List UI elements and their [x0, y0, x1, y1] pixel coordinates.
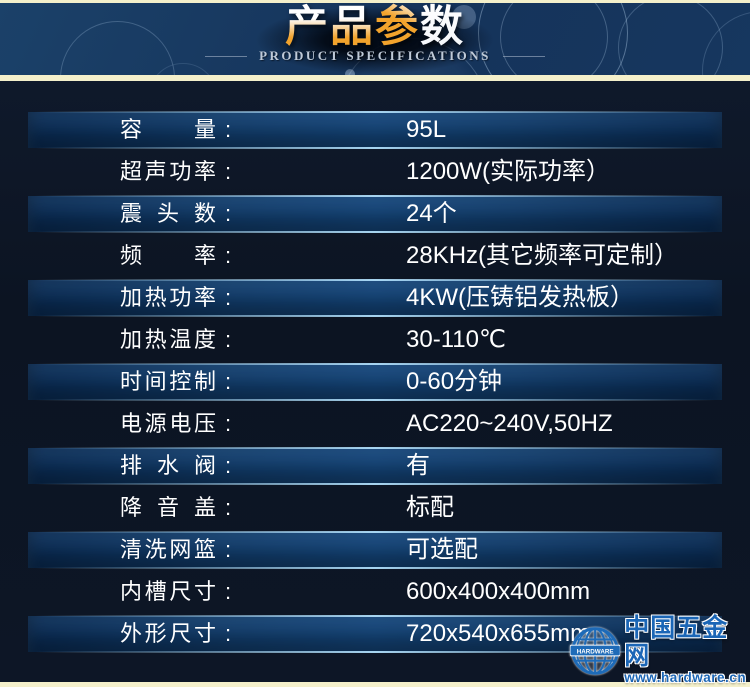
spec-label-separator: : [225, 201, 232, 226]
spec-label: 电源电压 [120, 411, 216, 436]
spec-label: 排水阀 [120, 453, 216, 478]
spec-label: 容量 [120, 117, 216, 142]
globe-banner-label: HARDWARE [577, 648, 614, 655]
spec-row: 加热功率 : 4KW(压铸铝发热板） [28, 277, 722, 319]
spec-row: 超声功率 : 1200W(实际功率） [28, 151, 722, 193]
bottom-border [0, 682, 750, 687]
title-char: 产 [285, 3, 330, 51]
spec-value: 标配 [406, 493, 454, 521]
spec-label-separator: : [225, 621, 232, 646]
spec-label: 内槽尺寸 [120, 579, 216, 604]
site-watermark: HARDWARE 中国五金网 www.hardware.cn [570, 614, 750, 686]
spec-value: 28KHz(其它频率可定制） [406, 241, 679, 269]
spec-label-separator: : [225, 411, 232, 436]
subtitle-line-left [205, 55, 248, 57]
subtitle-block: PRODUCT SPECIFICATIONS [0, 48, 750, 64]
spec-label: 超声功率 [120, 159, 216, 184]
spec-row: 容量 : 95L [28, 109, 722, 151]
spec-label: 频率 [120, 243, 216, 268]
globe-icon: HARDWARE [570, 626, 621, 675]
spec-value: 720x540x655mm [406, 619, 591, 647]
watermark-text: 中国五金网 www.hardware.cn [624, 614, 750, 686]
spec-label-separator: : [225, 159, 232, 184]
spec-value: 可选配 [406, 535, 478, 563]
spec-row: 清洗网篮 : 可选配 [28, 529, 722, 571]
subtitle-text: PRODUCT SPECIFICATIONS [259, 48, 491, 64]
spec-row: 电源电压 : AC220~240V,50HZ [28, 403, 722, 445]
spec-label: 震头数 [120, 201, 216, 226]
spec-value: 4KW(压铸铝发热板） [406, 283, 634, 311]
spec-row: 频率 : 28KHz(其它频率可定制） [28, 235, 722, 277]
spec-label-separator: : [225, 579, 232, 604]
spec-label-separator: : [225, 243, 232, 268]
row-highlight-bar [28, 279, 722, 317]
row-highlight-bar [28, 363, 722, 401]
spec-row: 加热温度 : 30-110℃ [28, 319, 722, 361]
spec-row: 降音盖 : 标配 [28, 487, 722, 529]
spec-label: 清洗网篮 [120, 537, 216, 562]
header-banner: 产品参数 PRODUCT SPECIFICATIONS [0, 3, 750, 75]
spec-label-separator: : [225, 537, 232, 562]
row-highlight-bar [28, 447, 722, 485]
title-char: 参 [375, 3, 420, 51]
top-border [0, 0, 750, 3]
spec-value: AC220~240V,50HZ [406, 409, 613, 437]
spec-value: 24个 [406, 199, 457, 227]
spec-value: 有 [406, 451, 430, 479]
spec-label: 降音盖 [120, 495, 216, 520]
spec-label: 时间控制 [120, 369, 216, 394]
spec-row: 排水阀 : 有 [28, 445, 722, 487]
title-char: 品 [330, 3, 375, 51]
spec-row: 时间控制 : 0-60分钟 [28, 361, 722, 403]
spec-value: 600x400x400mm [406, 577, 591, 605]
spec-table: 容量 : 95L 超声功率 : 1200W(实际功率） 震头数 : 24个 频率… [28, 109, 722, 655]
spec-row: 内槽尺寸 : 600x400x400mm [28, 571, 722, 613]
site-name: 中国五金网 [624, 614, 729, 670]
site-url: www.hardware.cn [624, 670, 747, 685]
row-highlight-bar [28, 195, 722, 233]
spec-label: 加热功率 [120, 285, 216, 310]
spec-label-separator: : [225, 327, 232, 352]
spec-label-separator: : [225, 495, 232, 520]
spec-value: 0-60分钟 [406, 367, 503, 395]
row-highlight-bar [28, 531, 722, 569]
spec-label-separator: : [225, 117, 232, 142]
spec-label: 加热温度 [120, 327, 216, 352]
header-divider [0, 75, 750, 81]
spec-label: 外形尺寸 [120, 621, 216, 646]
spec-value: 95L [406, 115, 447, 143]
title-char: 数 [420, 3, 465, 51]
spec-value: 30-110℃ [406, 325, 506, 353]
spec-row: 震头数 : 24个 [28, 193, 722, 235]
subtitle-line-right [502, 55, 545, 57]
spec-label-separator: : [225, 453, 232, 478]
page-title: 产品参数 [0, 3, 750, 51]
spec-label-separator: : [225, 285, 232, 310]
title-backdrop [210, 3, 540, 75]
row-highlight-bar [28, 111, 722, 149]
spec-value: 1200W(实际功率） [406, 157, 611, 185]
spec-label-separator: : [225, 369, 232, 394]
